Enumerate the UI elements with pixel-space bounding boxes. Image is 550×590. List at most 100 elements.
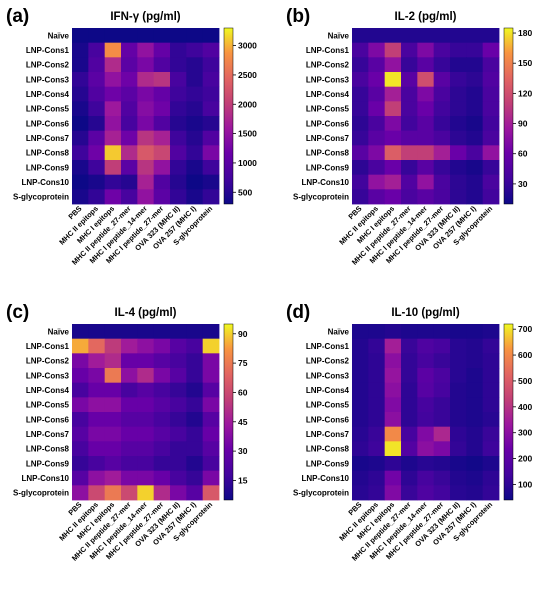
heatmap-cell: [153, 382, 171, 398]
heatmap-cell: [72, 42, 89, 58]
heatmap-cell: [137, 57, 155, 73]
heatmap-cell: [401, 485, 418, 501]
heatmap-cell: [466, 456, 484, 472]
heatmap-cell: [186, 470, 204, 486]
heatmap-cell: [121, 382, 138, 398]
heatmap-cell: [153, 160, 171, 176]
row-label: LNP-Cons8: [26, 149, 70, 158]
heatmap-cell: [352, 324, 369, 340]
heatmap-cell: [482, 441, 500, 457]
heatmap-cell: [433, 145, 451, 161]
heatmap-cell: [121, 28, 138, 44]
heatmap-cell: [401, 456, 418, 472]
heatmap-cell: [137, 189, 155, 205]
heatmap-cell: [417, 57, 435, 73]
heatmap-cell: [137, 470, 155, 486]
heatmap-cell: [401, 28, 418, 44]
row-label: LNP-Cons5: [306, 105, 350, 114]
colorbar-tick-label: 180: [518, 28, 532, 38]
panel-title: IL-2 (pg/ml): [395, 11, 457, 23]
heatmap-cell: [433, 130, 451, 146]
heatmap-cell: [202, 189, 220, 205]
heatmap-cell: [72, 86, 89, 102]
heatmap-cell: [72, 72, 89, 88]
heatmap-cell: [384, 86, 402, 102]
heatmap-cell: [88, 189, 106, 205]
heatmap-cell: [450, 28, 467, 44]
heatmap-cell: [170, 116, 187, 132]
panel-title: IFN-γ (pg/ml): [110, 11, 180, 23]
heatmap-cell: [186, 189, 204, 205]
row-label: LNP-Cons7: [306, 430, 350, 439]
heatmap-cell: [401, 116, 418, 132]
heatmap-cell: [401, 382, 418, 398]
heatmap-cell: [417, 338, 435, 354]
heatmap-cell: [352, 382, 369, 398]
heatmap-cell: [482, 338, 500, 354]
heatmap-cell: [482, 397, 500, 413]
heatmap-cell: [104, 382, 122, 398]
row-label: Naïve: [48, 327, 70, 336]
heatmap-cell: [466, 57, 484, 73]
heatmap-cell: [352, 101, 369, 117]
heatmap-cell: [72, 160, 89, 176]
heatmap-cell: [202, 28, 220, 44]
heatmap-cell: [352, 116, 369, 132]
heatmap-cell: [202, 441, 220, 457]
heatmap-cell: [121, 441, 138, 457]
row-label: LNP-Cons9: [306, 459, 350, 468]
heatmap-cell: [368, 324, 386, 340]
row-label: LNP-Cons3: [26, 75, 70, 84]
heatmap-cell: [202, 145, 220, 161]
heatmap-cell: [137, 338, 155, 354]
heatmap-cell: [72, 189, 89, 205]
heatmap-cell: [433, 368, 451, 384]
heatmap-cell: [88, 338, 106, 354]
heatmap-cell: [368, 412, 386, 428]
heatmap-cell: [202, 426, 220, 442]
heatmap-cell: [368, 470, 386, 486]
heatmap-cell: [72, 441, 89, 457]
heatmap-cell: [466, 426, 484, 442]
heatmap-cell: [137, 86, 155, 102]
heatmap-cell: [450, 116, 467, 132]
heatmap-cell: [153, 86, 171, 102]
heatmap-cell: [153, 72, 171, 88]
heatmap-cell: [88, 42, 106, 58]
heatmap-cell: [433, 324, 451, 340]
heatmap-cell: [352, 86, 369, 102]
heatmap-cell: [482, 72, 500, 88]
heatmap-cell: [170, 441, 187, 457]
heatmap-cell: [170, 189, 187, 205]
heatmap-cell: [384, 130, 402, 146]
heatmap-cell: [433, 441, 451, 457]
colorbar-tick-label: 60: [238, 387, 248, 397]
heatmap-cell: [368, 86, 386, 102]
heatmap-cell: [352, 145, 369, 161]
colorbar-tick-label: 500: [238, 187, 252, 197]
heatmap-cell: [186, 368, 204, 384]
heatmap-cell: [202, 397, 220, 413]
heatmap-cell: [433, 426, 451, 442]
colorbar-tick-label: 30: [238, 446, 248, 456]
heatmap-cell: [482, 426, 500, 442]
heatmap-cell: [104, 130, 122, 146]
row-label: LNP-Cons10: [301, 178, 349, 187]
heatmap-cell: [384, 101, 402, 117]
heatmap-cell: [417, 160, 435, 176]
heatmap-cell: [401, 72, 418, 88]
heatmap-cell: [121, 160, 138, 176]
heatmap-cell: [88, 368, 106, 384]
heatmap-cell: [417, 42, 435, 58]
heatmap-cell: [170, 353, 187, 369]
heatmap-cell: [186, 116, 204, 132]
heatmap-cell: [384, 189, 402, 205]
heatmap-cell: [170, 456, 187, 472]
colorbar-tick-label: 120: [518, 88, 532, 98]
heatmap-cell: [137, 426, 155, 442]
heatmap-cell: [137, 324, 155, 340]
row-label: LNP-Cons8: [306, 149, 350, 158]
heatmap-cell: [466, 145, 484, 161]
colorbar: [223, 27, 234, 205]
